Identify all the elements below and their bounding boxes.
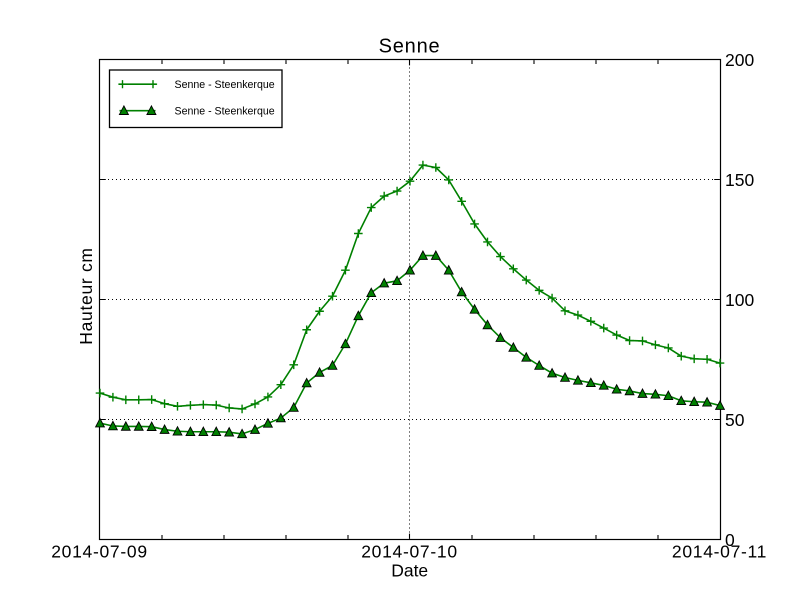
svg-text:2014-07-11: 2014-07-11 xyxy=(672,542,767,562)
svg-text:150: 150 xyxy=(725,170,754,190)
svg-text:0: 0 xyxy=(725,530,735,550)
svg-text:Senne: Senne xyxy=(379,36,441,58)
svg-text:Senne - Steenkerque: Senne - Steenkerque xyxy=(175,106,275,118)
svg-text:Hauteur cm: Hauteur cm xyxy=(76,247,96,344)
svg-text:2014-07-10: 2014-07-10 xyxy=(361,542,458,562)
svg-text:100: 100 xyxy=(725,290,754,310)
svg-text:50: 50 xyxy=(725,410,745,430)
svg-text:Date: Date xyxy=(391,561,428,581)
svg-text:Senne - Steenkerque: Senne - Steenkerque xyxy=(175,79,275,91)
svg-text:2014-07-09: 2014-07-09 xyxy=(51,542,148,562)
svg-text:200: 200 xyxy=(725,50,754,70)
